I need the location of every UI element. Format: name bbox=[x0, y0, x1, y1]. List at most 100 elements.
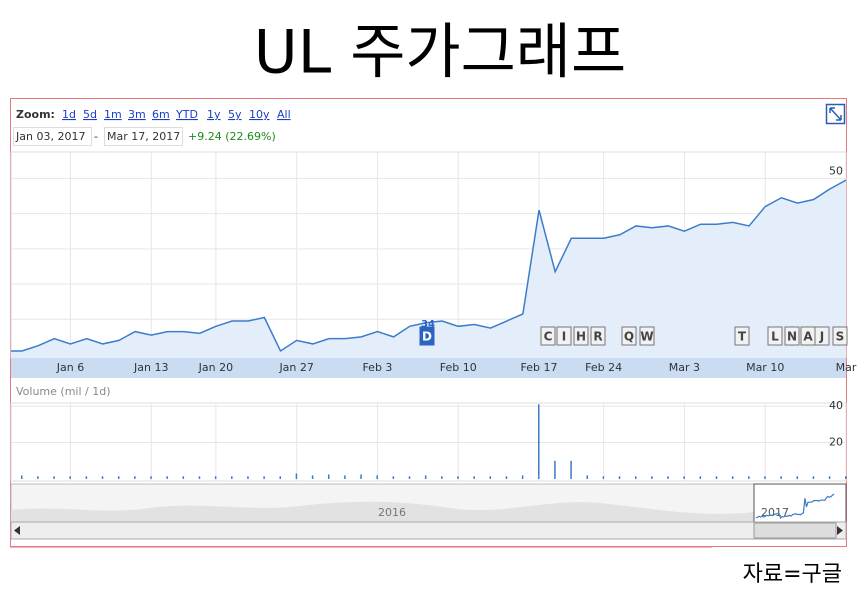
volume-bar bbox=[198, 476, 201, 479]
flag-label: R bbox=[593, 330, 602, 344]
volume-bar bbox=[505, 476, 508, 479]
volume-bar bbox=[424, 475, 427, 479]
volume-bar bbox=[295, 473, 298, 479]
expand-icon[interactable] bbox=[825, 103, 846, 125]
flag-label: I bbox=[562, 330, 566, 344]
volume-plot bbox=[10, 402, 847, 482]
zoom-option[interactable]: 5d bbox=[83, 108, 97, 121]
volume-bar bbox=[376, 475, 378, 479]
volume-bar bbox=[247, 476, 249, 479]
scrollbar[interactable] bbox=[10, 521, 847, 540]
flag bbox=[573, 326, 589, 346]
x-tick-label: Feb 3 bbox=[362, 361, 392, 374]
x-tick-label: Mar bbox=[836, 361, 857, 374]
volume-bar bbox=[748, 476, 750, 479]
x-tick-label: Feb 10 bbox=[440, 361, 477, 374]
volume-bar bbox=[117, 476, 120, 479]
volume-bar bbox=[731, 476, 734, 479]
volume-bar bbox=[279, 476, 282, 479]
flag-label: D bbox=[422, 330, 432, 344]
volume-bar bbox=[231, 476, 233, 479]
change: +9.24 (22.69%) bbox=[188, 130, 276, 143]
scroll-thumb[interactable] bbox=[753, 522, 837, 539]
volume-bar bbox=[715, 476, 718, 479]
volume-bar bbox=[182, 476, 185, 479]
flag bbox=[639, 326, 655, 346]
volume-bar bbox=[618, 476, 621, 479]
volume-bar bbox=[327, 474, 330, 479]
x-tick-label: Jan 13 bbox=[133, 361, 168, 374]
flag-label: W bbox=[640, 330, 653, 344]
flag-label: L bbox=[771, 330, 779, 344]
flag-label: S bbox=[836, 330, 845, 344]
volume-bar bbox=[53, 476, 55, 479]
volume-bar bbox=[796, 476, 799, 479]
volume-bar bbox=[37, 476, 39, 479]
flag bbox=[832, 326, 848, 346]
x-tick-label: Mar 3 bbox=[669, 361, 700, 374]
volume-bar bbox=[780, 476, 782, 479]
range-end-box[interactable] bbox=[104, 127, 183, 146]
flag bbox=[556, 326, 572, 346]
zoom-option[interactable]: All bbox=[277, 108, 291, 121]
volume-bar bbox=[134, 476, 136, 479]
zoom-option[interactable]: 1d bbox=[62, 108, 76, 121]
volume-bar bbox=[69, 476, 71, 479]
volume-bar bbox=[554, 460, 556, 479]
y2-tick-label: 20 bbox=[829, 436, 843, 449]
volume-bar bbox=[473, 476, 475, 479]
flag-label: N bbox=[787, 330, 797, 344]
volume-bar bbox=[764, 476, 766, 479]
volume-bar bbox=[651, 476, 653, 479]
range-start: Jan 03, 2017 bbox=[15, 130, 85, 143]
x-tick-label: Jan 20 bbox=[198, 361, 233, 374]
volume-bar bbox=[344, 475, 346, 479]
range-end: Mar 17, 2017 bbox=[107, 130, 180, 143]
scroll-right[interactable] bbox=[837, 526, 843, 535]
volume-bar bbox=[392, 476, 395, 479]
date-axis-band bbox=[11, 358, 846, 378]
volume-bar bbox=[441, 476, 443, 479]
navigator-history bbox=[11, 501, 754, 522]
flag bbox=[540, 326, 556, 346]
scroll-left[interactable] bbox=[14, 526, 20, 535]
dividend-label: 34 bbox=[421, 319, 435, 330]
flag bbox=[767, 326, 783, 346]
x-tick-label: Feb 17 bbox=[521, 361, 558, 374]
zoom-option[interactable]: 1m bbox=[104, 108, 122, 121]
zoom-option[interactable]: 6m bbox=[152, 108, 170, 121]
page-title: UL 주가그래프 bbox=[254, 18, 626, 88]
y-tick-label: 50 bbox=[829, 164, 843, 177]
volume-bar bbox=[602, 476, 605, 479]
zoom-option[interactable]: 1y bbox=[207, 108, 221, 121]
volume-label: Volume (mil / 1d) bbox=[16, 385, 111, 398]
navigator-label: 2016 bbox=[378, 506, 406, 519]
zoom-option[interactable]: YTD bbox=[175, 108, 198, 121]
volume-bar bbox=[408, 476, 411, 479]
volume-bar bbox=[457, 476, 459, 479]
flag-label: J bbox=[819, 330, 824, 344]
volume-bar bbox=[21, 475, 23, 479]
volume-bar bbox=[699, 476, 702, 479]
volume-bar bbox=[570, 460, 572, 479]
expand-arrow bbox=[829, 107, 842, 121]
range-start-box[interactable] bbox=[13, 127, 92, 146]
zoom-option[interactable]: 5y bbox=[228, 108, 242, 121]
flag bbox=[814, 326, 830, 346]
flag bbox=[621, 326, 637, 346]
volume-bar bbox=[812, 476, 815, 479]
x-tick-label: Jan 27 bbox=[278, 361, 313, 374]
volume-bar bbox=[667, 476, 669, 479]
volume-bar bbox=[586, 475, 588, 479]
x-tick-label: Mar 10 bbox=[746, 361, 784, 374]
volume-bar bbox=[85, 476, 88, 479]
flag-label: C bbox=[544, 330, 553, 344]
zoom-option[interactable]: 3m bbox=[128, 108, 146, 121]
volume-bar bbox=[845, 476, 847, 479]
volume-bar bbox=[489, 476, 492, 479]
x-tick-label: Feb 24 bbox=[585, 361, 622, 374]
zoom-option[interactable]: 10y bbox=[249, 108, 270, 121]
volume-bar bbox=[360, 474, 362, 479]
volume-bar bbox=[166, 476, 168, 479]
